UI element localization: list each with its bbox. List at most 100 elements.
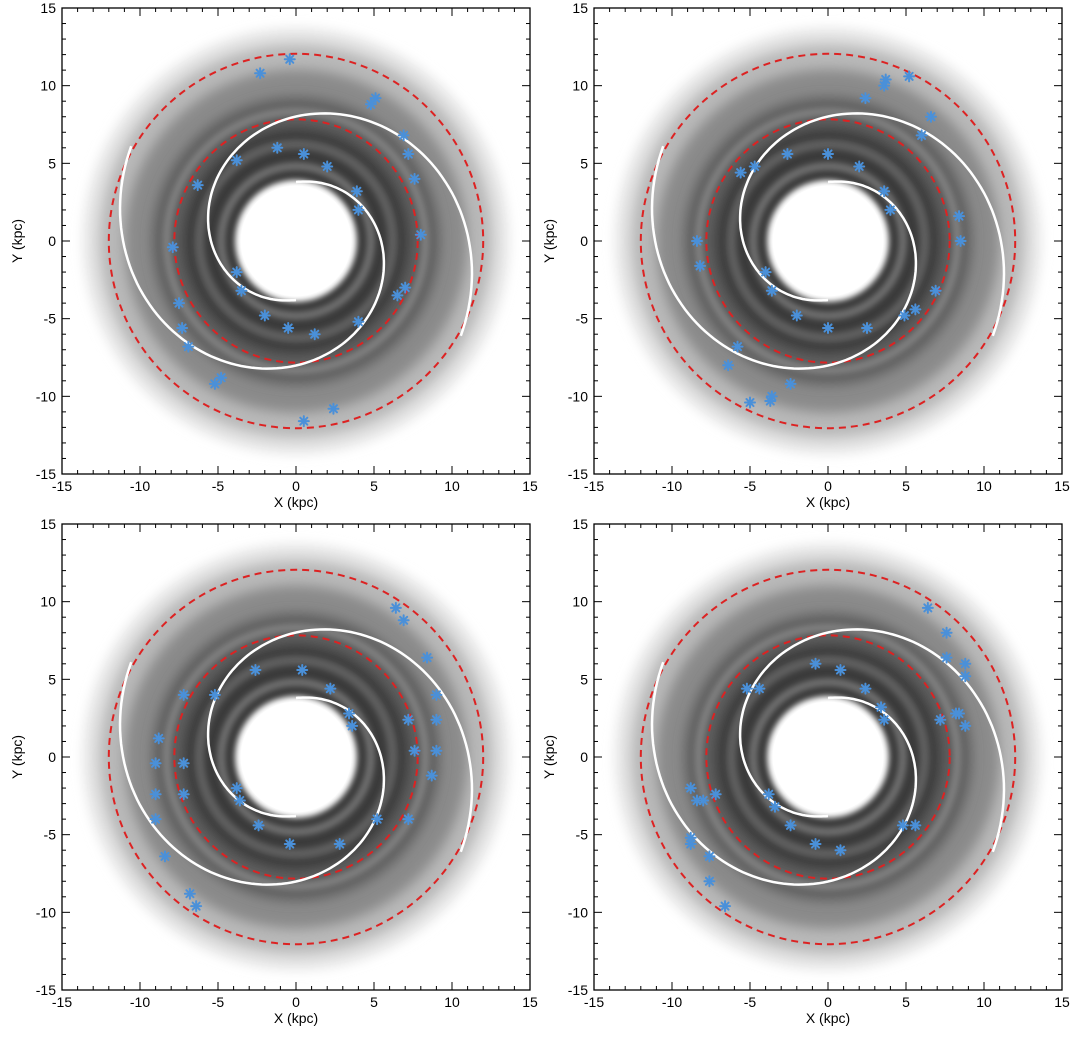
y-tick-label: 15 (40, 516, 56, 532)
data-point (258, 309, 271, 322)
x-tick-label: 5 (902, 994, 910, 1010)
disk-density-map (83, 544, 509, 970)
data-point (953, 210, 966, 223)
data-point (166, 241, 179, 254)
data-point (703, 850, 716, 863)
y-axis-title: Y (kpc) (9, 735, 25, 779)
data-point (402, 713, 415, 726)
y-tick-label: 15 (572, 516, 588, 532)
x-tick-label: 5 (370, 994, 378, 1010)
data-point (940, 651, 953, 664)
data-point (297, 415, 310, 428)
x-tick-label: -15 (584, 478, 604, 494)
data-point (158, 850, 171, 863)
y-tick-label: -10 (568, 388, 588, 404)
x-tick-label: 10 (976, 478, 992, 494)
data-point (784, 819, 797, 832)
y-tick-label: 0 (48, 749, 56, 765)
data-point (283, 837, 296, 850)
data-point (397, 129, 410, 142)
data-point (781, 148, 794, 161)
data-point (333, 837, 346, 850)
y-tick-label: -5 (576, 311, 589, 327)
y-tick-label: -5 (44, 311, 57, 327)
data-point (230, 782, 243, 795)
data-point (834, 844, 847, 857)
data-point (879, 73, 892, 86)
data-point (283, 53, 296, 66)
data-point (954, 235, 967, 247)
data-point (149, 813, 162, 826)
y-tick-label: 0 (48, 233, 56, 249)
dashed-circle-2 (107, 52, 485, 430)
data-point (350, 185, 363, 198)
fitted-arm-2 (738, 112, 1006, 337)
data-point (861, 321, 873, 334)
data-point (252, 819, 265, 832)
plot-area (615, 28, 1041, 454)
data-point (959, 670, 972, 683)
data-point (853, 160, 866, 173)
plot-area (615, 544, 1041, 970)
data-point (809, 657, 822, 670)
y-tick-label: -10 (568, 904, 588, 920)
y-tick-label: 5 (580, 671, 588, 687)
dashed-circle-2 (107, 568, 485, 946)
y-tick-label: 10 (572, 78, 588, 94)
x-tick-label: -15 (52, 478, 72, 494)
plot-area (83, 544, 509, 970)
data-point (369, 92, 382, 105)
data-point (859, 92, 872, 105)
data-point (402, 813, 415, 826)
plot-area (83, 28, 509, 454)
data-point (921, 601, 934, 614)
y-tick-label: 0 (580, 749, 588, 765)
data-point (709, 788, 722, 801)
data-point (784, 377, 797, 390)
data-point (878, 713, 891, 726)
fitted-arm-1 (650, 145, 918, 370)
data-point (324, 682, 337, 695)
x-tick-label: -15 (52, 994, 72, 1010)
dashed-circle-2 (639, 568, 1017, 946)
y-tick-label: 10 (572, 594, 588, 610)
data-point (430, 713, 443, 726)
data-point (759, 266, 772, 279)
data-point (399, 281, 412, 294)
x-tick-label: -10 (130, 994, 150, 1010)
y-tick-label: 10 (40, 594, 56, 610)
data-point (391, 289, 404, 302)
data-point (235, 284, 248, 297)
x-tick-label: -5 (744, 994, 757, 1010)
data-point (703, 875, 716, 888)
data-point (768, 800, 781, 813)
data-point (402, 148, 415, 161)
data-point (152, 732, 165, 745)
data-point (430, 688, 443, 701)
x-tick-label: -10 (662, 994, 682, 1010)
data-point (296, 664, 309, 677)
x-tick-label: 0 (824, 994, 832, 1010)
data-point (352, 315, 365, 328)
x-tick-label: 15 (522, 994, 538, 1010)
y-tick-label: 5 (48, 155, 56, 171)
x-tick-label: 10 (444, 994, 460, 1010)
data-point (254, 67, 267, 80)
arm-tracer-points (684, 601, 972, 913)
x-tick-label: 0 (824, 478, 832, 494)
data-point (764, 394, 777, 407)
x-tick-label: -15 (584, 994, 604, 1010)
data-point (177, 788, 190, 801)
data-point (915, 129, 928, 142)
data-point (734, 166, 747, 179)
data-point (308, 328, 321, 341)
data-point (878, 185, 891, 198)
data-point (352, 203, 365, 216)
y-tick-label: -10 (36, 904, 56, 920)
axis-ticks (593, 7, 1063, 475)
disk-density-map (615, 544, 1041, 970)
panel-bottom-right: -15 -10 -5 0 5 10 15 -15 -10 -5 0 5 10 15 X (kpc) Y (kp… (541, 516, 1070, 1026)
y-tick-label: 15 (40, 0, 56, 16)
data-point (959, 657, 972, 670)
data-point (149, 788, 162, 801)
